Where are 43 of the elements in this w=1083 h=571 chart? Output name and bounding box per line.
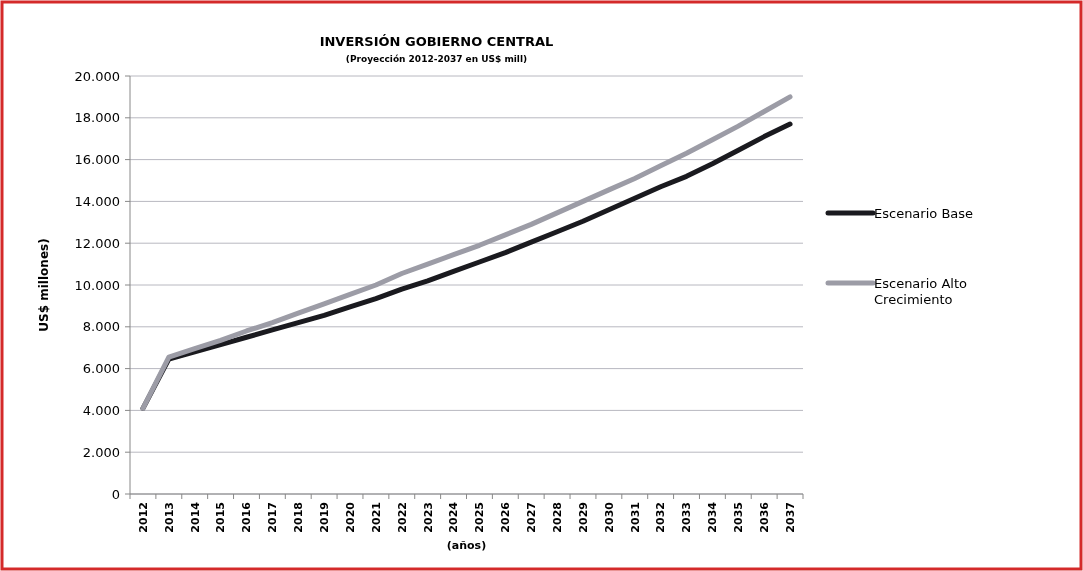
x-tick-label: 2019 [317, 502, 331, 533]
y-tick-label: 14.000 [74, 193, 120, 209]
x-axis-title: (años) [446, 539, 487, 552]
y-tick-label: 16.000 [74, 152, 120, 168]
x-tick-label: 2017 [266, 502, 280, 533]
y-tick-label: 8.000 [82, 319, 120, 335]
y-tick-label: 4.000 [82, 402, 120, 418]
x-tick-label: 2022 [395, 502, 409, 533]
y-axis-title: US$ millones) [37, 238, 51, 332]
legend-label: Escenario Alto Crecimiento [874, 275, 967, 308]
x-tick-label: 2031 [628, 502, 642, 533]
x-tick-label: 2025 [473, 502, 487, 533]
y-tick-label: 18.000 [74, 110, 120, 126]
y-tick-label: 6.000 [82, 361, 120, 377]
x-tick-label: 2036 [758, 501, 772, 533]
x-tick-label: 2014 [188, 501, 202, 533]
y-tick-label: 12.000 [74, 235, 120, 251]
x-tick-label: 2021 [369, 502, 383, 533]
x-tick-label: 2035 [732, 502, 746, 533]
x-tick-label: 2032 [654, 502, 668, 533]
x-tick-label: 2013 [162, 502, 176, 533]
y-tick-label: 10.000 [74, 277, 120, 293]
x-tick-label: 2037 [783, 502, 797, 533]
x-tick-label: 2020 [343, 501, 357, 533]
x-tick-label: 2027 [525, 502, 539, 533]
x-tick-label: 2012 [136, 502, 150, 533]
legend-label: Escenario Base [874, 205, 974, 221]
x-tick-label: 2018 [292, 502, 306, 533]
x-tick-label: 2034 [706, 501, 720, 533]
x-tick-label: 2030 [602, 501, 616, 533]
x-tick-label: 2029 [576, 502, 590, 533]
y-tick-label: 20.000 [74, 68, 120, 84]
x-tick-label: 2028 [550, 502, 564, 533]
x-tick-label: 2023 [421, 502, 435, 533]
x-tick-label: 2016 [240, 501, 254, 533]
x-tick-label: 2024 [447, 501, 461, 533]
chart-title: INVERSIÓN GOBIERNO CENTRAL [319, 34, 554, 49]
chart-subtitle: (Proyección 2012-2037 en US$ mill) [345, 54, 528, 64]
x-tick-label: 2026 [499, 501, 513, 533]
y-tick-label: 2.000 [82, 444, 120, 460]
x-tick-label: 2033 [680, 502, 694, 533]
x-tick-label: 2015 [214, 502, 228, 533]
y-tick-label: 0 [111, 486, 120, 502]
